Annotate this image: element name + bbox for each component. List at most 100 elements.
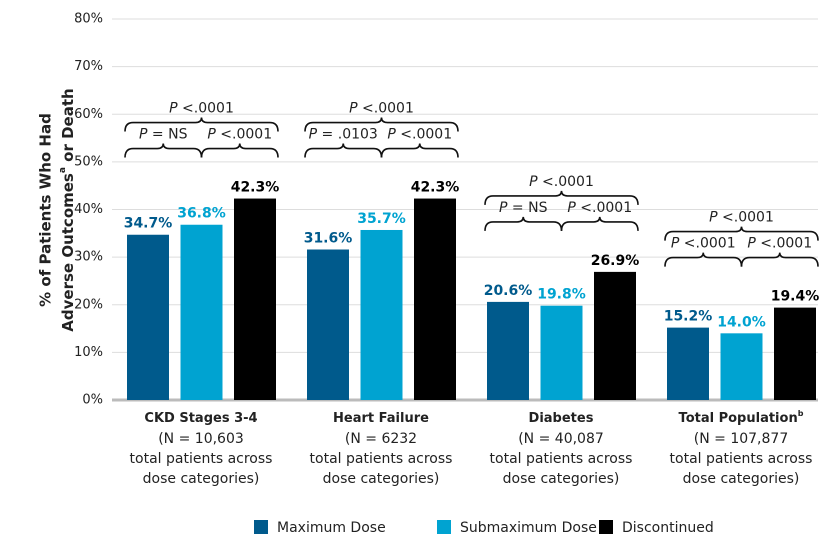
bracket <box>664 252 743 267</box>
p-symbol: P <box>169 101 178 117</box>
legend-label: Submaximum Dose <box>460 520 597 536</box>
legend-swatch <box>599 520 613 534</box>
bar <box>360 229 403 400</box>
value-label: 14.0% <box>717 314 766 330</box>
value-label: 36.8% <box>177 206 226 222</box>
category-note: total patients across <box>670 451 813 467</box>
p-value: <.0001 <box>679 236 735 252</box>
p-value-label: P = NS <box>499 200 548 216</box>
p-value-label: P = .0103 <box>309 127 378 143</box>
y-axis-label: % of Patients Who Had <box>37 113 55 307</box>
y-tick-label: 60% <box>74 107 103 122</box>
value-label: 31.6% <box>304 231 353 247</box>
value-label: 19.4% <box>771 289 820 305</box>
p-value-label: P <.0001 <box>567 200 632 216</box>
category-note: dose categories) <box>323 471 440 487</box>
bracket <box>484 216 563 231</box>
bar <box>540 305 583 400</box>
p-value: <.0001 <box>538 174 594 190</box>
y-axis-label-sup: a <box>58 167 68 173</box>
bracket <box>484 190 639 205</box>
y-tick-label: 10% <box>74 345 103 360</box>
p-value: <.0001 <box>396 127 452 143</box>
y-tick-label: 20% <box>74 297 103 312</box>
legend-label: Maximum Dose <box>277 520 386 536</box>
value-label: 20.6% <box>484 283 533 299</box>
bar <box>307 249 349 400</box>
bar <box>667 327 709 400</box>
y-tick-label: 0% <box>82 393 103 408</box>
bar <box>127 234 169 400</box>
p-value-label: P <.0001 <box>747 236 812 252</box>
category-note: total patients across <box>310 451 453 467</box>
bar <box>487 301 529 400</box>
p-symbol: P <box>671 236 680 252</box>
bracket <box>200 143 279 158</box>
p-symbol: P <box>529 174 538 190</box>
y-tick-label: 80% <box>74 12 103 27</box>
p-symbol: P <box>309 127 318 143</box>
p-value-label: P <.0001 <box>709 210 774 226</box>
category-name: Diabetes <box>529 411 594 426</box>
p-value-label: P <.0001 <box>207 127 272 143</box>
bracket <box>740 252 819 267</box>
category-note: dose categories) <box>683 471 800 487</box>
p-value: = NS <box>507 200 547 216</box>
legend-swatch <box>254 520 268 534</box>
p-value: <.0001 <box>358 101 414 117</box>
p-value-label: P = NS <box>139 127 188 143</box>
p-value: = NS <box>147 127 187 143</box>
bar <box>180 224 223 400</box>
p-value-label: P <.0001 <box>529 174 594 190</box>
category-note: dose categories) <box>503 471 620 487</box>
category-note: (N = 6232 <box>345 431 417 447</box>
bar <box>774 307 816 400</box>
value-label: 42.3% <box>411 180 460 196</box>
category-note: (N = 10,603 <box>158 431 244 447</box>
category-note: (N = 107,877 <box>694 431 788 447</box>
y-tick-label: 30% <box>74 250 103 265</box>
p-value: <.0001 <box>718 210 774 226</box>
p-symbol: P <box>567 200 576 216</box>
bracket <box>304 143 383 158</box>
p-symbol: P <box>207 127 216 143</box>
x-tick-label: Heart Failure <box>333 411 429 426</box>
p-value: <.0001 <box>216 127 272 143</box>
p-value: <.0001 <box>178 101 234 117</box>
category-note: total patients across <box>130 451 273 467</box>
p-value-label: P <.0001 <box>671 236 736 252</box>
value-label: 34.7% <box>124 216 173 232</box>
category-name: Heart Failure <box>333 411 429 426</box>
p-symbol: P <box>349 101 358 117</box>
p-value: = .0103 <box>317 127 378 143</box>
legend-label: Discontinued <box>622 520 714 536</box>
value-label: 35.7% <box>357 211 406 227</box>
p-value-label: P <.0001 <box>387 127 452 143</box>
bracket <box>380 143 459 158</box>
bar <box>594 271 636 400</box>
legend-swatch <box>437 520 451 534</box>
x-tick-label: CKD Stages 3-4 <box>144 411 257 426</box>
p-symbol: P <box>499 200 508 216</box>
category-note: (N = 40,087 <box>518 431 604 447</box>
value-label: 26.9% <box>591 253 640 269</box>
category-name: CKD Stages 3-4 <box>144 411 257 426</box>
p-value: <.0001 <box>756 236 812 252</box>
y-tick-label: 70% <box>74 59 103 74</box>
p-value-label: P <.0001 <box>349 101 414 117</box>
p-symbol: P <box>747 236 756 252</box>
p-symbol: P <box>139 127 148 143</box>
bracket <box>124 143 203 158</box>
x-tick-label: Total Populationb <box>679 409 804 426</box>
value-label: 15.2% <box>664 309 713 325</box>
category-name: Total Population <box>679 411 798 426</box>
y-axis-label-part: or Death <box>59 88 77 167</box>
p-value: <.0001 <box>576 200 632 216</box>
p-symbol: P <box>387 127 396 143</box>
bar <box>234 198 276 400</box>
p-value-label: P <.0001 <box>169 101 234 117</box>
bar <box>414 198 456 400</box>
bar <box>720 333 763 400</box>
y-tick-label: 40% <box>74 202 103 217</box>
